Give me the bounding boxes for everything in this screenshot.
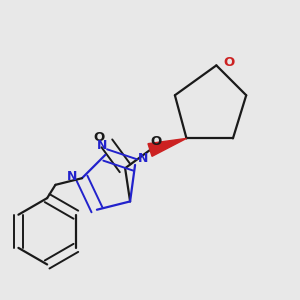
Polygon shape <box>148 138 187 156</box>
Text: N: N <box>98 139 108 152</box>
Text: O: O <box>223 56 235 69</box>
Text: N: N <box>67 170 77 183</box>
Text: O: O <box>93 131 104 144</box>
Text: O: O <box>150 135 162 148</box>
Text: N: N <box>138 152 148 165</box>
